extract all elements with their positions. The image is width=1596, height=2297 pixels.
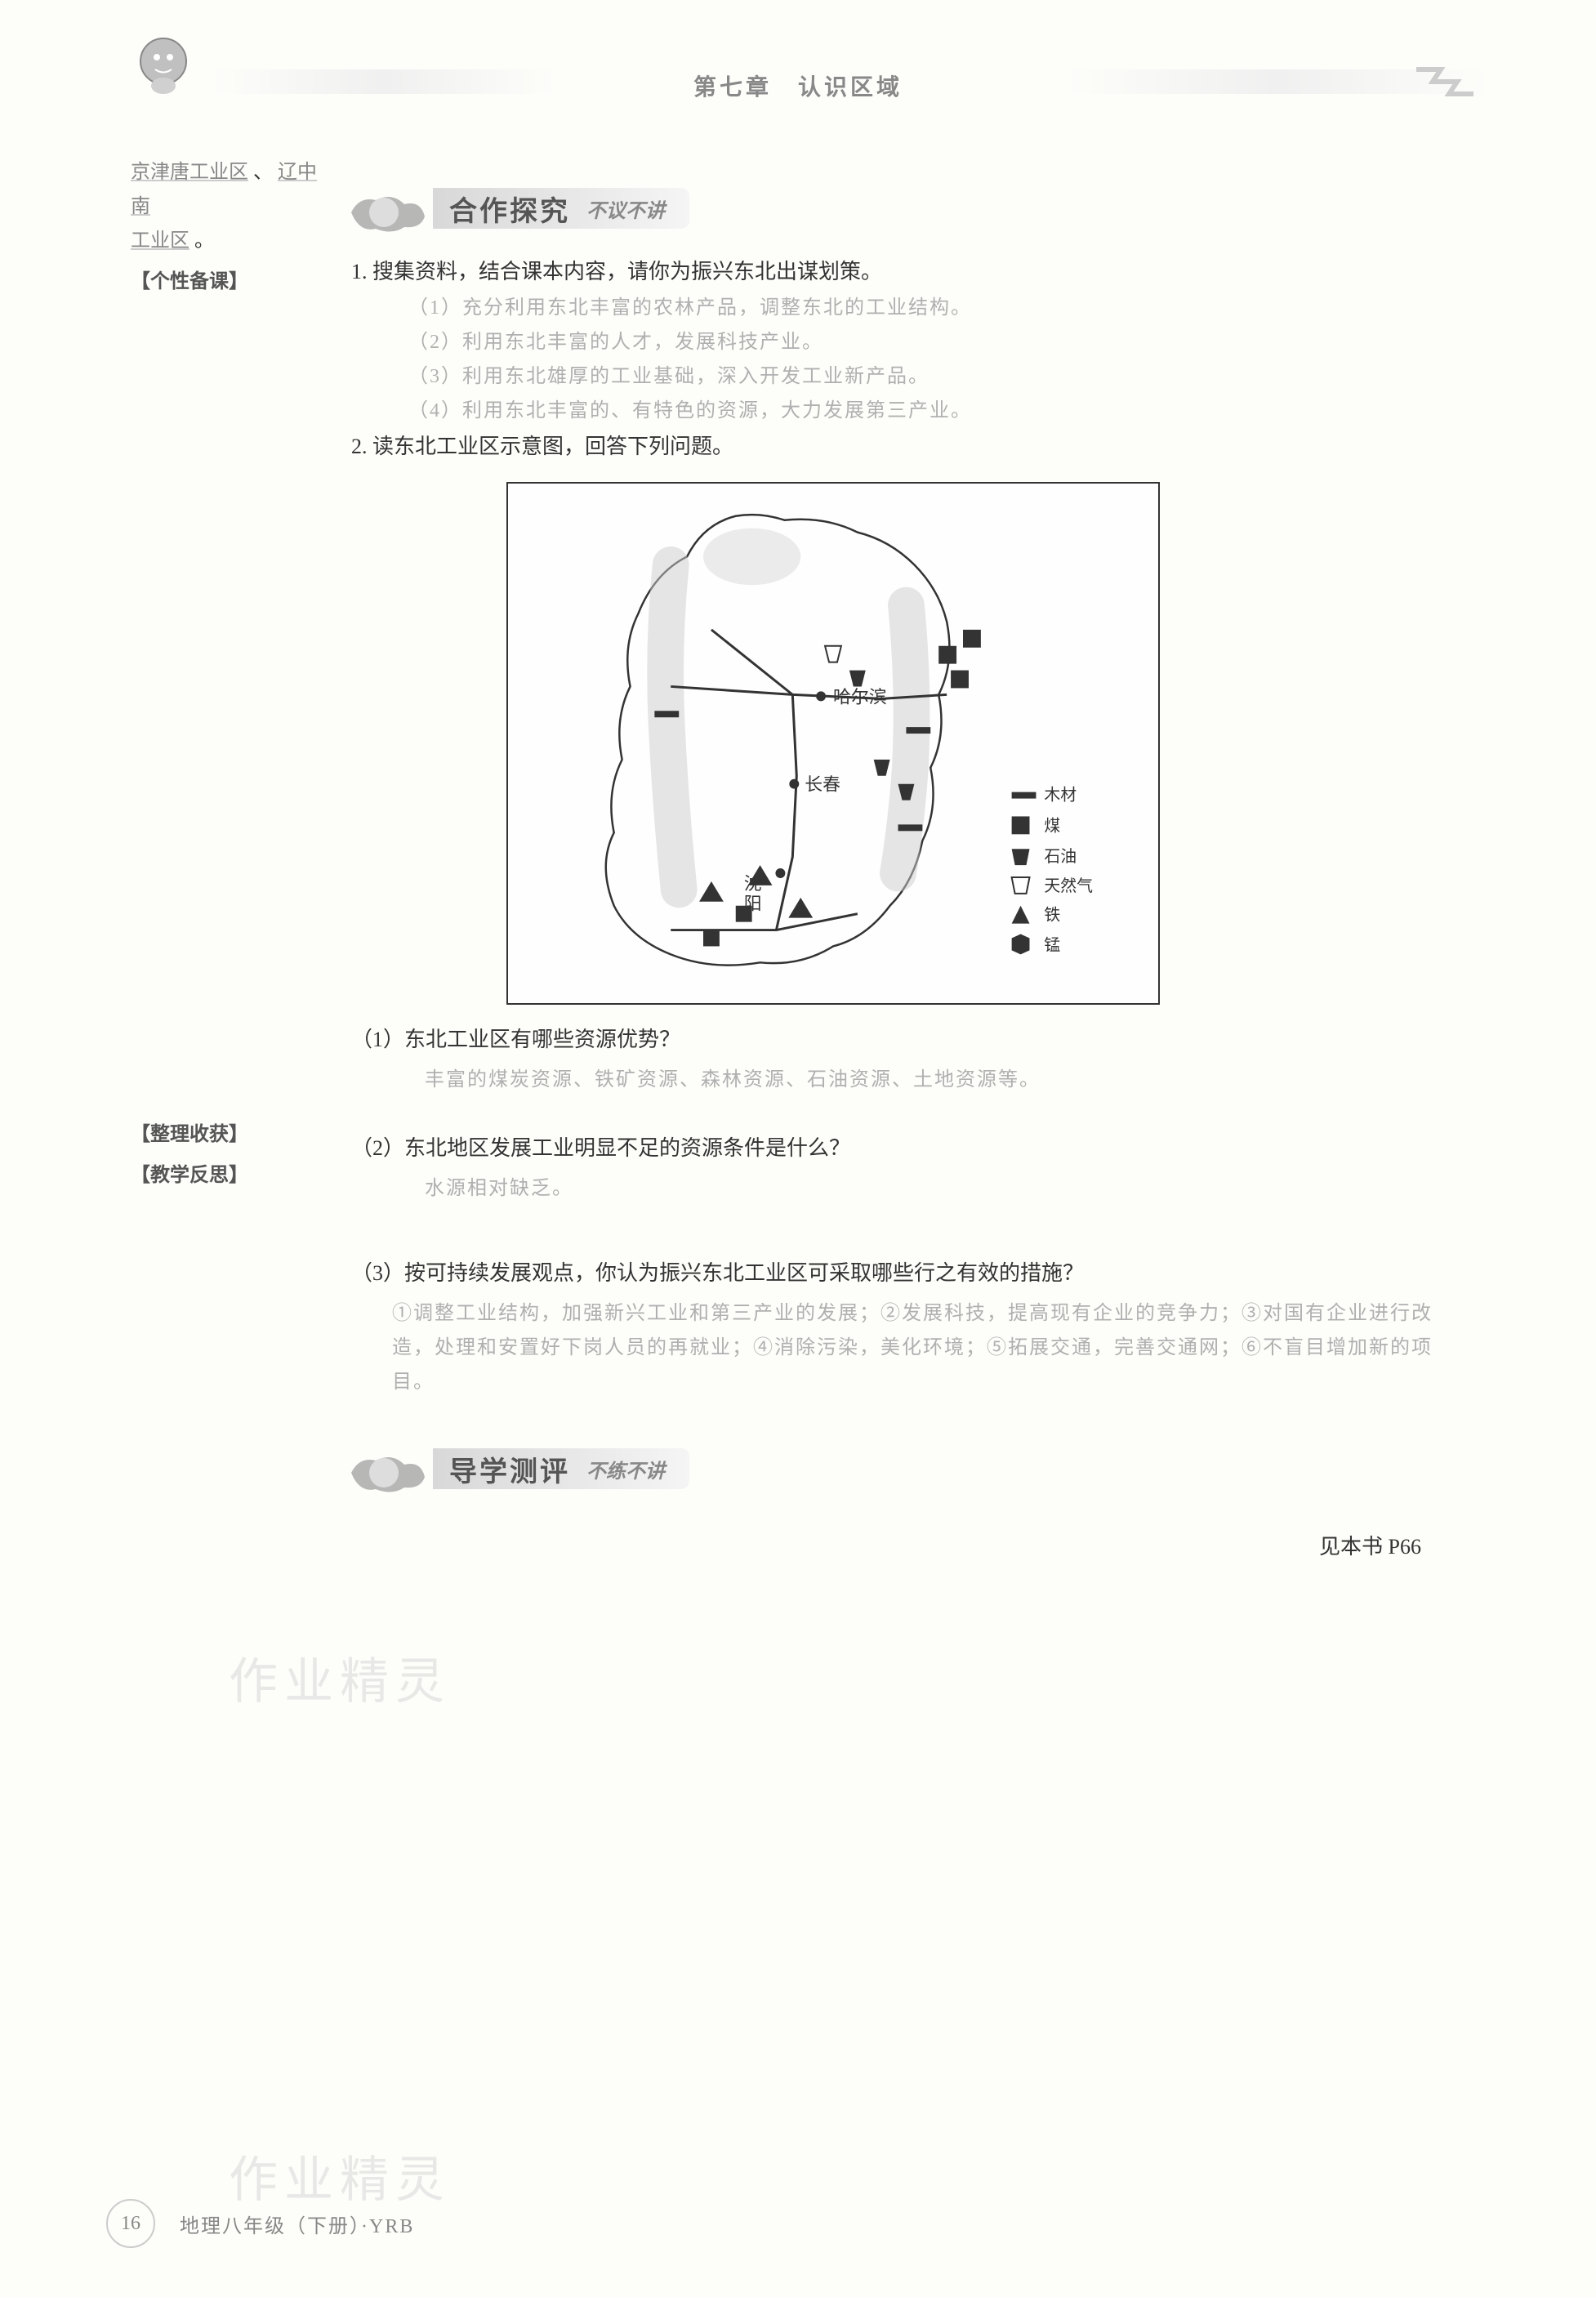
page-header: 第七章 认识区域	[0, 0, 1596, 114]
answer-1-1: （1）充分利用东北丰富的农林产品，调整东北的工业结构。	[408, 291, 1470, 325]
sidebar-text-1: 京津唐工业区	[131, 162, 248, 183]
section-subtitle-2: 不练不讲	[586, 1455, 665, 1483]
sidebar-punct-1: 、	[253, 162, 273, 183]
city-changchun: 长春	[805, 775, 840, 795]
section-badge-icon	[343, 188, 433, 237]
section-badge-icon-2	[343, 1448, 433, 1497]
page-footer: 16 地理八年级（下册）·YRB	[106, 2199, 414, 2248]
section-title-1: 合作探究	[449, 189, 570, 229]
watermark-1: 作业精灵	[229, 1642, 451, 1713]
svg-text:天然气: 天然气	[1044, 877, 1093, 895]
header-arrow-icon	[1416, 61, 1490, 106]
mascot-icon	[131, 33, 196, 98]
sub-question-2: （2）东北地区发展工业明显不足的资源条件是什么？	[351, 1130, 1470, 1167]
sub-answer-3: ①调整工业结构，加强新兴工业和第三产业的发展；②发展科技，提高现有企业的竞争力；…	[392, 1296, 1470, 1399]
section-title-box-1: 合作探究 不议不讲	[433, 188, 689, 229]
sub-question-1: （1）东北工业区有哪些资源优势？	[351, 1021, 1470, 1059]
answer-1-2: （2）利用东北丰富的人才，发展科技产业。	[408, 325, 1470, 359]
sidebar-label-1: 【个性备课】	[131, 265, 335, 299]
header-decoration-left	[212, 69, 555, 94]
sub-question-3: （3）按可持续发展观点，你认为振兴东北工业区可采取哪些行之有效的措施？	[351, 1255, 1470, 1292]
footer-text: 地理八年级（下册）·YRB	[180, 2210, 414, 2238]
sidebar-label-3: 【教学反思】	[131, 1158, 335, 1193]
main-content: 合作探究 不议不讲 1. 搜集资料，结合课本内容，请你为振兴东北出谋划策。 （1…	[343, 155, 1470, 1560]
reference-note: 见本书 P66	[343, 1530, 1421, 1560]
answer-1-3: （3）利用东北雄厚的工业基础，深入开发工业新产品。	[408, 359, 1470, 394]
section-title-2: 导学测评	[449, 1449, 570, 1489]
section-subtitle-1: 不议不讲	[586, 194, 665, 223]
sidebar-label-2: 【整理收获】	[131, 1117, 335, 1152]
northeast-map: 哈尔滨 长春 沈 阳	[508, 484, 1158, 1003]
sub-answer-2: 水源相对缺乏。	[425, 1171, 1470, 1206]
page-number: 16	[106, 2199, 155, 2248]
sub-answer-1: 丰富的煤炭资源、铁矿资源、森林资源、石油资源、土地资源等。	[425, 1063, 1470, 1097]
city-harbin: 哈尔滨	[833, 687, 887, 707]
sidebar-punct-2: 。	[194, 230, 214, 252]
question-2: 2. 读东北工业区示意图，回答下列问题。	[351, 428, 1470, 466]
svg-text:煤: 煤	[1044, 817, 1060, 835]
chapter-title: 第七章 认识区域	[693, 69, 903, 102]
section-header-1: 合作探究 不议不讲	[343, 180, 1470, 237]
svg-text:铁: 铁	[1044, 907, 1060, 925]
sidebar-bottom: 【整理收获】 【教学反思】	[131, 1111, 335, 1193]
svg-text:木材: 木材	[1044, 787, 1077, 805]
section-title-box-2: 导学测评 不练不讲	[433, 1448, 689, 1489]
question-1: 1. 搜集资料，结合课本内容，请你为振兴东北出谋划策。	[351, 253, 1470, 291]
sidebar-text-3: 工业区	[131, 230, 189, 252]
answer-1-4: （4）利用东北丰富的、有特色的资源，大力发展第三产业。	[408, 394, 1470, 428]
section-header-2: 导学测评 不练不讲	[343, 1440, 1470, 1497]
sidebar: 京津唐工业区 、 辽中南 工业区 。 【个性备课】	[131, 155, 335, 299]
svg-text:石油: 石油	[1044, 848, 1077, 866]
map-container: 哈尔滨 长春 沈 阳	[506, 482, 1160, 1005]
svg-text:锰: 锰	[1044, 936, 1060, 954]
